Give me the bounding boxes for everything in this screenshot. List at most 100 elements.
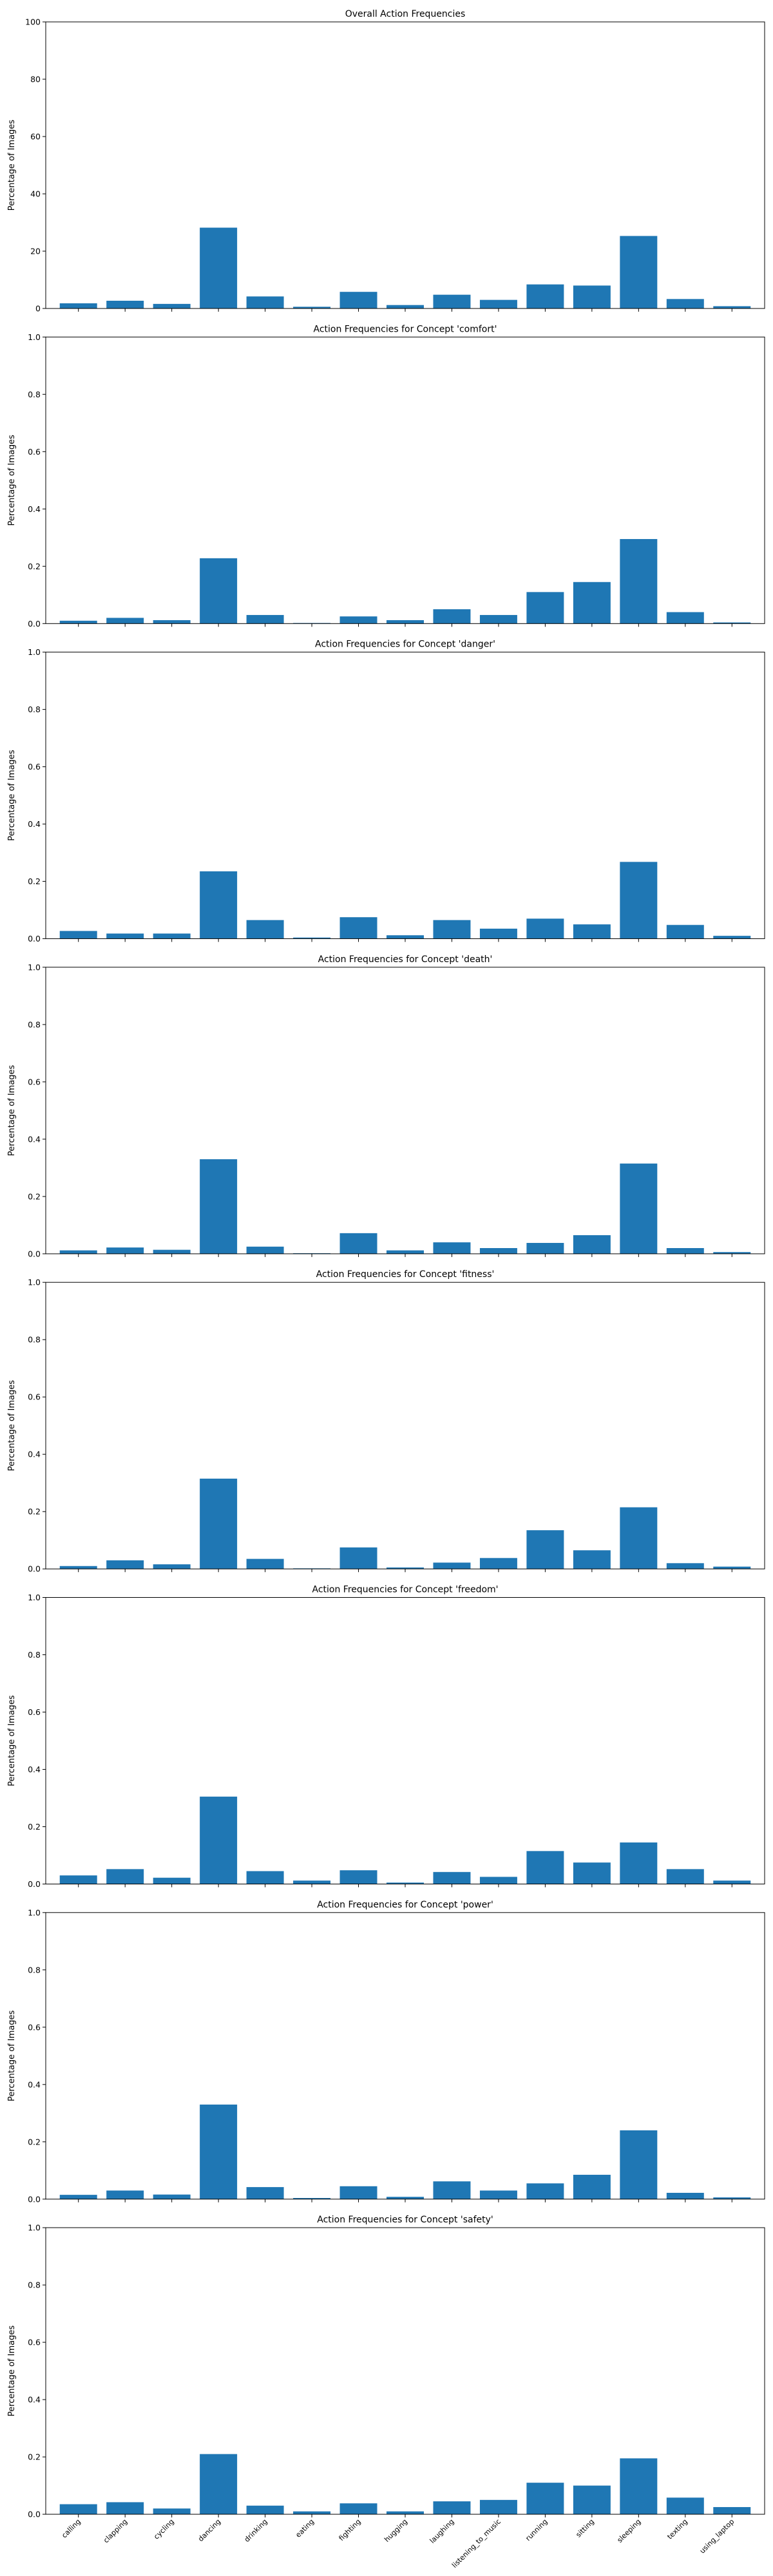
x-tick-label: using_laptop: [698, 2517, 736, 2555]
bar-running: [526, 284, 564, 308]
bar-hugging: [386, 620, 424, 624]
bar-listening_to_music: [479, 929, 517, 939]
y-tick-label: 0.2: [28, 1191, 41, 1201]
chart-panel-7: Action Frequencies for Concept 'power' 0.…: [7, 1900, 765, 2204]
y-tick-label: 0.4: [28, 2395, 41, 2405]
y-tick-label: 0.8: [28, 705, 41, 714]
bar-fighting: [339, 1870, 377, 1884]
bar-calling: [59, 931, 97, 939]
y-tick-label: 60: [30, 132, 41, 142]
plot-frame: [45, 21, 765, 309]
bar-texting: [666, 2497, 704, 2515]
y-tick-label: 0.6: [28, 2338, 41, 2347]
bar-listening_to_music: [479, 2190, 517, 2199]
y-tick-label: 0.4: [28, 1765, 41, 1774]
chart-title: Action Frequencies for Concept 'safety': [317, 2215, 493, 2225]
bar-hugging: [386, 2197, 424, 2199]
plot-frame: [45, 2227, 765, 2515]
bar-texting: [666, 1563, 704, 1569]
plot-frame: [45, 336, 765, 624]
y-tick-label: 0.6: [28, 1077, 41, 1086]
bar-eating: [293, 2198, 331, 2199]
bar-fighting: [339, 2186, 377, 2199]
bar-fighting: [339, 292, 377, 308]
bar-sleeping: [620, 1507, 658, 1569]
bar-cycling: [153, 933, 191, 939]
y-tick-label: 0.6: [28, 1707, 41, 1717]
bar-calling: [59, 2195, 97, 2199]
chart-panel-8: Action Frequencies for Concept 'safety' 0…: [7, 2215, 765, 2570]
y-tick-label: 1.0: [28, 1593, 41, 1602]
x-tick-label: cycling: [152, 2517, 176, 2541]
bar-clapping: [106, 933, 144, 939]
y-tick-label: 0.6: [28, 2022, 41, 2032]
bar-texting: [666, 1248, 704, 1254]
bar-hugging: [386, 305, 424, 308]
bar-listening_to_music: [479, 1877, 517, 1884]
plot-frame: [45, 967, 765, 1255]
bar-running: [526, 2183, 564, 2199]
y-tick-label: 0.0: [28, 619, 41, 629]
bar-clapping: [106, 300, 144, 308]
bar-sleeping: [620, 862, 658, 939]
bar-clapping: [106, 2190, 144, 2199]
y-tick-label: 0.0: [28, 1564, 41, 1574]
bar-drinking: [246, 2505, 284, 2515]
y-tick-label: 0.6: [28, 447, 41, 457]
bar-cycling: [153, 1249, 191, 1254]
bar-calling: [59, 620, 97, 624]
bar-listening_to_music: [479, 299, 517, 308]
bar-fighting: [339, 1547, 377, 1569]
bar-dancing: [200, 2104, 238, 2199]
y-tick-label: 0.2: [28, 562, 41, 571]
x-tick-label: clapping: [102, 2517, 129, 2544]
bar-laughing: [433, 2501, 471, 2515]
bar-cycling: [153, 1564, 191, 1569]
bar-dancing: [200, 2454, 238, 2515]
chart-panel-2: Action Frequencies for Concept 'comfort'…: [7, 324, 765, 629]
bar-running: [526, 1242, 564, 1254]
bar-hugging: [386, 1250, 424, 1254]
y-tick-label: 0.0: [28, 1879, 41, 1889]
bar-calling: [59, 2504, 97, 2515]
y-tick-label: 0.8: [28, 1650, 41, 1660]
bar-hugging: [386, 1567, 424, 1569]
x-tick-label: laughing: [428, 2517, 456, 2545]
bar-sitting: [573, 1235, 611, 1254]
bar-running: [526, 1530, 564, 1569]
y-axis-label: Percentage of Images: [7, 1065, 17, 1156]
y-axis-label: Percentage of Images: [7, 1380, 17, 1472]
bar-texting: [666, 925, 704, 939]
bar-clapping: [106, 1560, 144, 1569]
bar-dancing: [200, 227, 238, 308]
bar-listening_to_music: [479, 1558, 517, 1569]
y-tick-label: 0.8: [28, 1019, 41, 1029]
y-tick-label: 0.2: [28, 1507, 41, 1517]
bar-calling: [59, 1875, 97, 1884]
bar-using_laptop: [713, 1566, 751, 1569]
bar-fighting: [339, 1233, 377, 1254]
y-tick-label: 0.0: [28, 1249, 41, 1258]
y-tick-label: 20: [30, 247, 41, 256]
bar-dancing: [200, 1159, 238, 1254]
x-tick-label: fighting: [338, 2517, 363, 2543]
bar-drinking: [246, 1871, 284, 1884]
bar-cycling: [153, 2508, 191, 2515]
bar-sleeping: [620, 236, 658, 308]
bar-using_laptop: [713, 306, 751, 308]
y-tick-label: 0.4: [28, 1450, 41, 1459]
bar-fighting: [339, 2503, 377, 2515]
bar-calling: [59, 1566, 97, 1569]
y-tick-label: 0.8: [28, 1335, 41, 1345]
bar-eating: [293, 937, 331, 939]
x-tick-label: eating: [294, 2517, 316, 2539]
x-tick-label: calling: [60, 2517, 82, 2540]
bar-sleeping: [620, 1842, 658, 1884]
y-axis-label: Percentage of Images: [7, 1695, 17, 1786]
bar-cycling: [153, 2194, 191, 2199]
bar-eating: [293, 307, 331, 308]
bar-cycling: [153, 1877, 191, 1884]
bar-laughing: [433, 1562, 471, 1569]
bar-sitting: [573, 2485, 611, 2515]
bar-laughing: [433, 1242, 471, 1254]
